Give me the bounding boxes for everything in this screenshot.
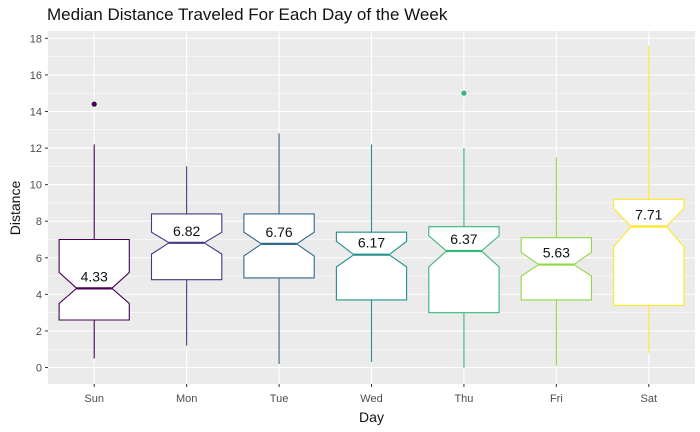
box-wed: 6.17 bbox=[335, 144, 408, 363]
notched-box bbox=[520, 237, 593, 301]
y-tick-label: 12 bbox=[30, 143, 42, 155]
notched-box bbox=[243, 213, 315, 279]
notched-box bbox=[428, 226, 500, 314]
y-tick-label: 2 bbox=[36, 326, 42, 338]
x-tick-label: Fri bbox=[550, 393, 563, 405]
notched-box bbox=[335, 231, 408, 301]
box-fri: 5.63 bbox=[520, 157, 593, 366]
median-label: 7.71 bbox=[635, 207, 662, 223]
median-label: 6.37 bbox=[450, 231, 477, 247]
box-mon: 6.82 bbox=[150, 166, 223, 346]
x-tick-label: Sat bbox=[641, 393, 658, 405]
outlier-point bbox=[461, 90, 467, 96]
y-tick-label: 0 bbox=[36, 363, 42, 375]
median-label: 6.76 bbox=[265, 224, 292, 240]
boxes: 4.33 6.82 6.76 6.17 6.37 5.63 7.71 bbox=[58, 45, 685, 368]
x-axis-title: Day bbox=[359, 409, 384, 425]
x-tick-label: Wed bbox=[360, 393, 382, 405]
x-tick-label: Tue bbox=[270, 393, 289, 405]
x-axis-ticks: Sun Mon Tue Wed Thu Fri Sat bbox=[84, 384, 657, 405]
y-axis-title: Distance bbox=[7, 181, 23, 236]
median-label: 6.82 bbox=[173, 223, 200, 239]
outlier-point bbox=[91, 101, 97, 107]
y-tick-label: 18 bbox=[30, 33, 42, 45]
box-sun: 4.33 bbox=[58, 101, 130, 359]
x-tick-label: Mon bbox=[176, 393, 197, 405]
box-thu: 6.37 bbox=[428, 90, 500, 368]
box-tue: 6.76 bbox=[243, 133, 315, 364]
median-label: 4.33 bbox=[81, 268, 108, 284]
y-tick-label: 10 bbox=[30, 180, 42, 192]
notched-box bbox=[150, 213, 223, 281]
y-tick-label: 14 bbox=[30, 106, 42, 118]
box-sat: 7.71 bbox=[613, 45, 685, 353]
x-tick-label: Thu bbox=[454, 393, 473, 405]
y-tick-label: 8 bbox=[36, 216, 42, 228]
y-axis-ticks: 0 2 4 6 8 10 12 14 16 18 bbox=[30, 33, 48, 375]
y-tick-label: 16 bbox=[30, 70, 42, 82]
median-label: 5.63 bbox=[543, 245, 570, 261]
y-tick-label: 4 bbox=[36, 289, 42, 301]
y-tick-label: 6 bbox=[36, 253, 42, 265]
x-tick-label: Sun bbox=[84, 393, 104, 405]
chart-title: Median Distance Traveled For Each Day of… bbox=[47, 5, 448, 24]
notched-box bbox=[58, 238, 130, 321]
median-label: 6.17 bbox=[358, 235, 385, 251]
